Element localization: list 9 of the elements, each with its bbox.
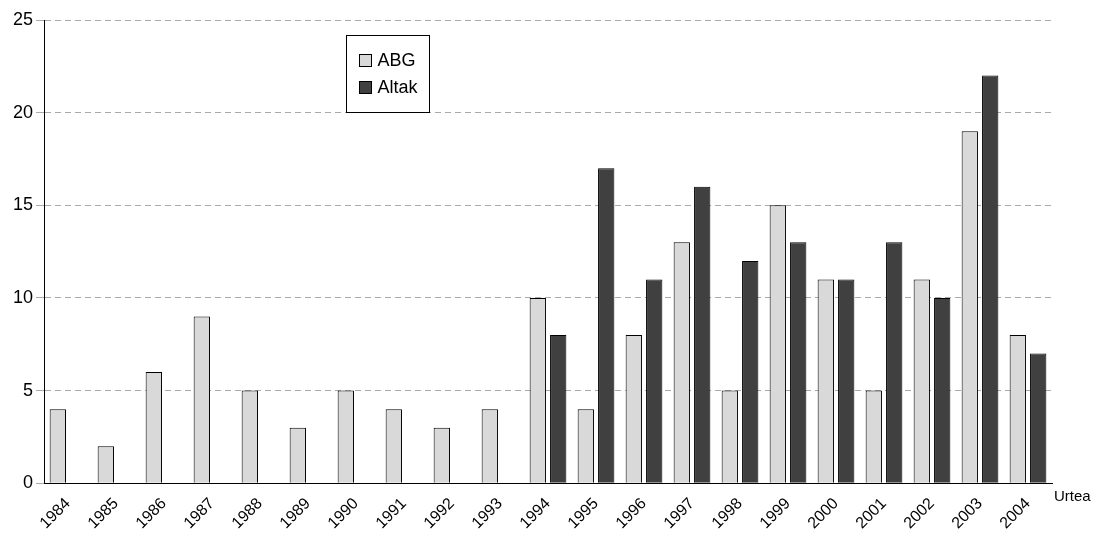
y-tick-label: 20 (12, 101, 34, 122)
y-tick-label: 5 (23, 379, 34, 400)
y-tick-label: 25 (12, 8, 34, 29)
legend-label: ABG (377, 50, 416, 71)
x-axis-title: Urtea (1054, 486, 1092, 504)
legend-label: Altak (377, 77, 418, 98)
y-tick-label: 10 (12, 286, 34, 307)
y-tick-label: 0 (23, 472, 34, 493)
y-tick-label: 15 (12, 194, 34, 215)
